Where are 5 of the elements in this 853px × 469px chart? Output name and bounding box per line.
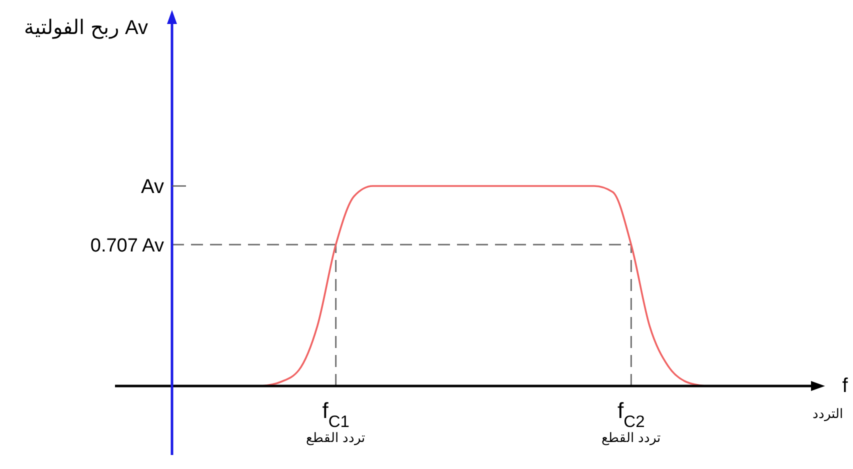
text: التردد — [812, 406, 844, 422]
text: f — [842, 375, 848, 397]
text: ربح الفولتية Av — [24, 17, 148, 39]
text: Av — [141, 176, 164, 198]
ref-line-label: 0.707 Av — [90, 236, 164, 257]
